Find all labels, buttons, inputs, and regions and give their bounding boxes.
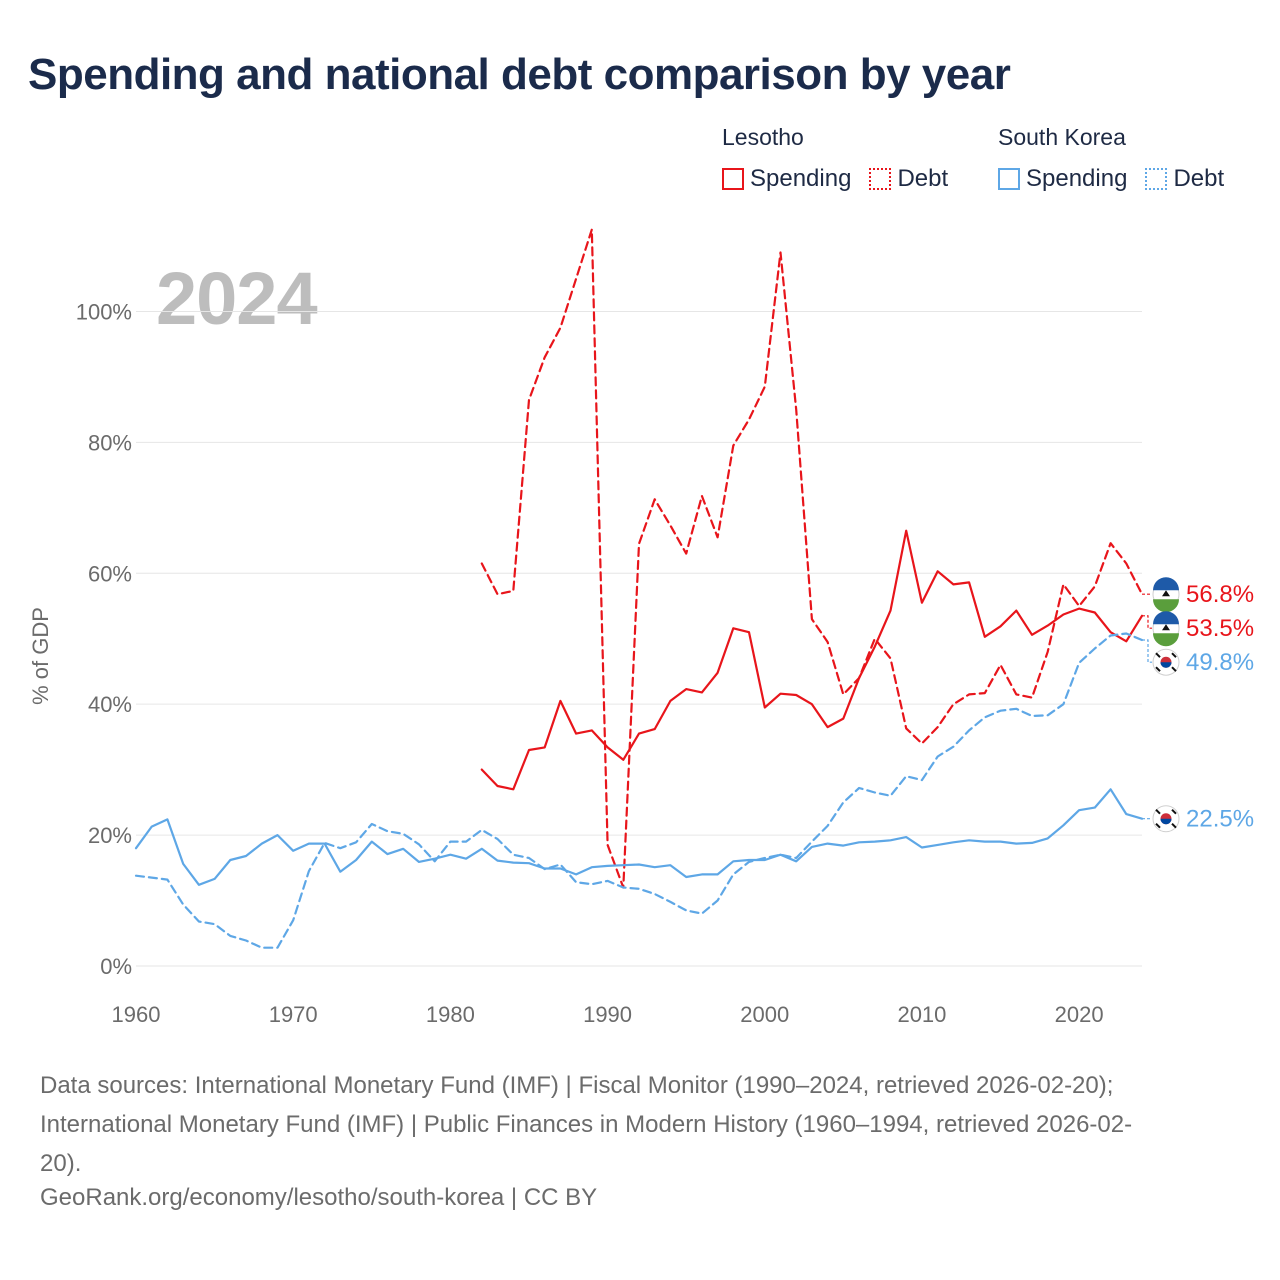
flag-taegeuk-blue — [1160, 662, 1172, 668]
series-line-lesotho-spending — [480, 529, 1144, 791]
legend-lesotho-spending[interactable]: Spending — [722, 165, 851, 193]
flag-trigram — [1155, 666, 1161, 672]
end-value-label: 53.5% — [1186, 615, 1254, 642]
y-tick-label: 20% — [88, 823, 132, 848]
y-tick-label: 0% — [100, 954, 132, 979]
legend-group-lesotho: Lesotho Spending Debt — [722, 124, 966, 193]
series-line-lesotho-debt — [480, 228, 1144, 889]
data-sources: Data sources: International Monetary Fun… — [40, 1066, 1240, 1183]
legend-south-korea-debt[interactable]: Debt — [1145, 165, 1224, 193]
chart-title: Spending and national debt comparison by… — [28, 50, 1011, 99]
flag-trigram — [1171, 666, 1177, 672]
legend-swatch-dotted-icon — [869, 168, 892, 190]
legend-swatch-solid-icon — [722, 168, 744, 190]
end-value-label: 49.8% — [1186, 649, 1254, 676]
flag-hat-emblem — [1162, 590, 1170, 597]
legend-label: Debt — [1173, 165, 1225, 192]
legend-group-name: South Korea — [998, 124, 1126, 150]
flag-taegeuk-blue — [1160, 818, 1172, 825]
flag-stripe-green — [1153, 599, 1179, 613]
line-chart: 0% 20% 40% 60% 80% 100% 1960 1970 1980 1990 2000 20… — [28, 228, 1254, 1027]
flag-trigram — [1171, 652, 1177, 658]
flag-trigram — [1171, 809, 1177, 815]
legend-label: Spending — [750, 165, 852, 192]
end-value-label: 56.8% — [1186, 581, 1254, 608]
source-line-3: 20). — [40, 1150, 82, 1177]
legend-group-south-korea: South Korea Spending Debt — [998, 124, 1224, 193]
end-value-label: 22.5% — [1186, 806, 1254, 833]
y-tick-label: 100% — [76, 299, 132, 324]
y-tick-label: 60% — [88, 561, 132, 586]
source-line-1: Data sources: International Monetary Fun… — [40, 1072, 1114, 1099]
legend-label: Debt — [897, 165, 949, 192]
y-tick-label: 80% — [88, 430, 132, 455]
source-url[interactable]: GeoRank.org/economy/lesotho/south-korea … — [40, 1184, 598, 1211]
series-line-south-korea-spending — [134, 788, 1144, 886]
legend-group-name: Lesotho — [722, 124, 804, 150]
flag-stripe-blue — [1153, 577, 1179, 591]
x-tick-label: 1970 — [269, 1002, 318, 1027]
flag-trigram — [1171, 823, 1177, 829]
y-axis-label: % of GDP — [28, 607, 53, 705]
x-tick-label: 1980 — [426, 1002, 475, 1027]
x-tick-label: 2000 — [740, 1002, 789, 1027]
legend-swatch-dotted-icon — [1145, 168, 1168, 190]
flag-hat-emblem — [1162, 624, 1170, 631]
legend-swatch-solid-icon — [998, 168, 1020, 190]
legend-label: Spending — [1026, 165, 1128, 192]
end-label-connector — [1142, 639, 1152, 663]
flag-stripe-green — [1153, 633, 1179, 647]
x-tick-label: 1990 — [583, 1002, 632, 1027]
current-year-label: 2024 — [156, 257, 318, 340]
series-line-south-korea-debt — [134, 632, 1144, 949]
flag-trigram — [1155, 823, 1161, 829]
x-tick-label: 2020 — [1055, 1002, 1104, 1027]
x-tick-label: 1960 — [112, 1002, 161, 1027]
y-tick-label: 40% — [88, 692, 132, 717]
legend-south-korea-spending[interactable]: Spending — [998, 165, 1127, 193]
x-tick-label: 2010 — [897, 1002, 946, 1027]
flag-trigram — [1155, 652, 1161, 658]
end-label-connector — [1142, 615, 1152, 629]
flag-trigram — [1155, 809, 1161, 815]
legend-lesotho-debt[interactable]: Debt — [869, 165, 948, 193]
source-line-2: International Monetary Fund (IMF) | Publ… — [40, 1111, 1133, 1138]
flag-stripe-blue — [1153, 611, 1179, 625]
